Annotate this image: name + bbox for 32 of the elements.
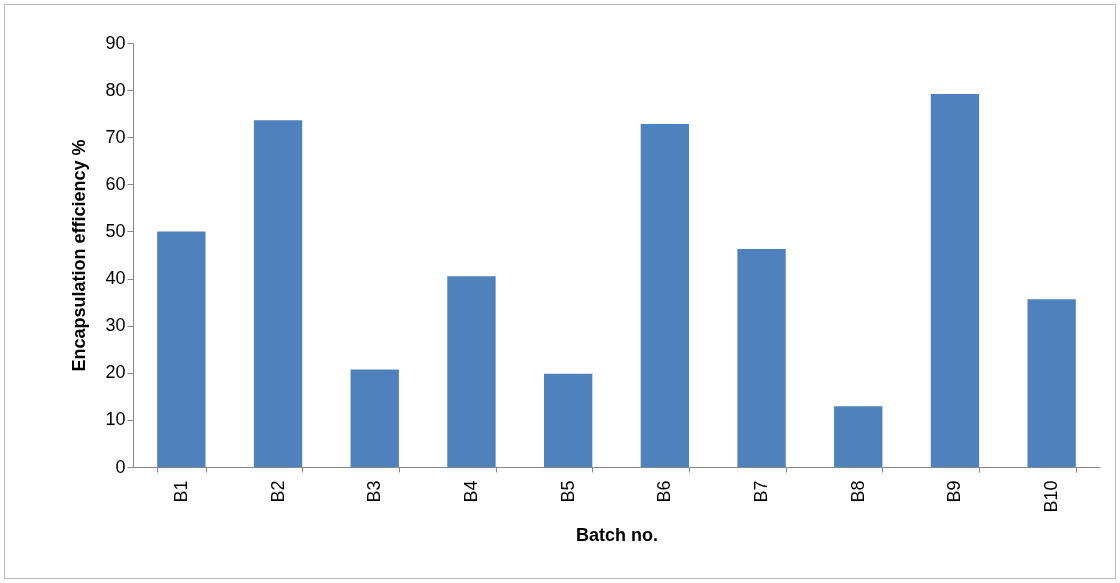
bar (543, 373, 593, 467)
bar (930, 93, 980, 467)
x-tick-label: B2 (267, 480, 288, 503)
y-tick-label: 90 (105, 32, 126, 53)
bar (157, 231, 206, 467)
y-tick-label: 10 (105, 409, 126, 430)
x-tick-label: B6 (654, 480, 675, 503)
y-tick-label: 60 (105, 173, 126, 194)
bar (1027, 299, 1076, 467)
x-tick-label: B7 (751, 480, 772, 503)
y-tick-label: 50 (105, 220, 126, 241)
bar (350, 369, 399, 467)
y-axis-title: Encapsulation efficiency % (69, 139, 90, 372)
y-tick-label: 80 (105, 79, 126, 100)
x-tick-label: B1 (170, 480, 191, 503)
bar (834, 406, 883, 467)
y-tick-label: 40 (105, 268, 126, 289)
x-tick-label: B5 (557, 480, 578, 503)
y-tick-label: 20 (105, 362, 126, 383)
bar (447, 276, 496, 467)
y-tick-label: 0 (115, 456, 126, 477)
y-tick-label: 70 (105, 126, 126, 147)
x-tick-label: B4 (460, 480, 481, 503)
bar (737, 248, 786, 467)
bar (640, 124, 690, 467)
x-tick-label: B9 (944, 480, 965, 503)
x-axis-title: Batch no. (575, 524, 659, 545)
y-tick-label: 30 (105, 315, 126, 336)
x-tick-label: B10 (1041, 480, 1062, 513)
x-tick-label: B3 (364, 480, 385, 503)
bar (253, 120, 303, 467)
x-tick-label: B8 (847, 480, 868, 503)
